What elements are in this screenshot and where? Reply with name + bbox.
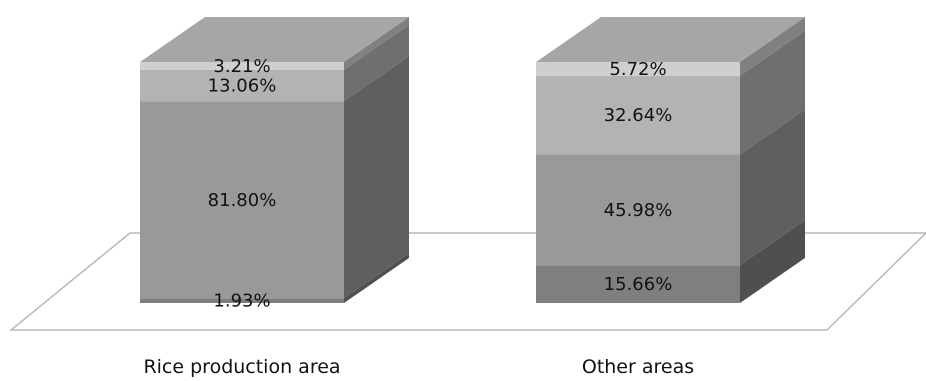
bar-segment-2-4	[536, 62, 740, 76]
data-label-2-4: 5.72%	[609, 59, 666, 80]
bar-side-1-4	[344, 17, 409, 70]
bar-top-2	[536, 17, 805, 62]
data-label-2-1: 15.66%	[604, 274, 673, 295]
bar-segment-1-3	[140, 69, 344, 102]
category-label-2: Other areas	[582, 356, 694, 378]
bar-segment-2-3	[536, 75, 740, 155]
bar-segment-1-1	[140, 298, 344, 303]
category-label-1: Rice production area	[143, 356, 340, 378]
bar-segment-2-1	[536, 265, 740, 303]
bar-side-1-3	[344, 24, 409, 102]
data-label-1-4: 3.21%	[213, 56, 270, 77]
bar-segment-1-4	[140, 62, 344, 70]
bar-segment-1-2	[140, 101, 344, 299]
bar-top-1	[140, 17, 409, 62]
bar-side-1-2	[344, 56, 409, 299]
data-label-2-3: 32.64%	[604, 105, 673, 126]
bar-side-2-3	[740, 30, 805, 155]
data-label-1-3: 13.06%	[208, 75, 277, 96]
bar-side-2-4	[740, 17, 805, 76]
data-label-1-1: 1.93%	[213, 291, 270, 312]
bar-segment-2-2	[536, 154, 740, 266]
data-label-2-2: 45.98%	[604, 200, 673, 221]
data-label-1-2: 81.80%	[208, 190, 277, 211]
bar-side-2-2	[740, 109, 805, 266]
bar-side-2-1	[740, 220, 805, 303]
bar-side-1-1	[344, 253, 409, 303]
